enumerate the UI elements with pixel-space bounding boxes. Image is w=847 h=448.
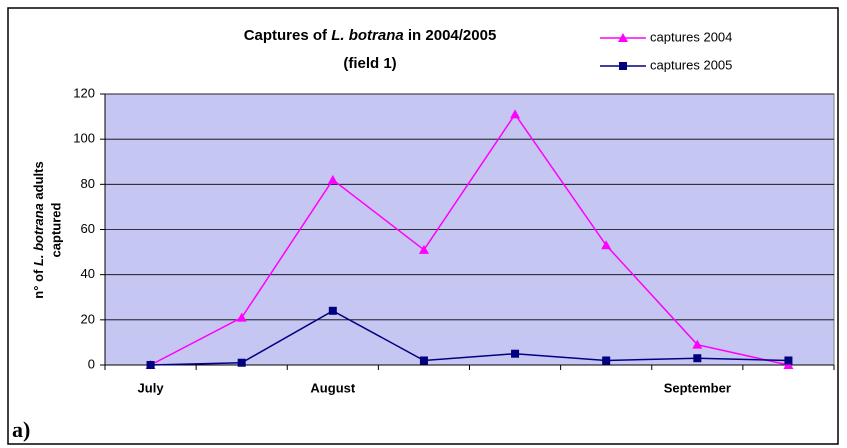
y-tick-label: 40: [81, 266, 95, 281]
marker: [418, 244, 429, 254]
y-tick-label: 80: [81, 176, 95, 191]
chart-subtitle: (field 1): [343, 55, 396, 72]
y-label-part: adults: [31, 161, 46, 203]
y-label-part: L. botrana: [31, 203, 46, 266]
marker: [236, 312, 247, 322]
chart-title: Captures of L. botrana in 2004/2005: [244, 27, 497, 44]
marker: [693, 354, 702, 363]
marker: [601, 240, 612, 250]
marker: [237, 358, 246, 367]
marker: [510, 109, 521, 119]
y-tick-label: 100: [73, 131, 95, 146]
marker: [784, 356, 793, 365]
marker: [419, 356, 428, 365]
legend-label: captures 2004: [650, 29, 732, 44]
marker: [327, 174, 338, 184]
marker: [692, 339, 703, 349]
y-tick-label: 0: [88, 356, 95, 371]
panel-label: a): [12, 417, 30, 442]
y-tick-label: 60: [81, 221, 95, 236]
marker: [602, 356, 611, 365]
series-line: [150, 309, 789, 366]
title-part: Captures of: [244, 27, 332, 44]
marker: [783, 360, 794, 369]
marker: [328, 306, 337, 315]
marker: [511, 349, 520, 358]
x-tick-label: September: [664, 380, 731, 395]
title-part: L. botrana: [331, 27, 404, 44]
title-part: in 2004/2005: [404, 27, 497, 44]
y-axis-label: n° of L. botrana adults: [31, 161, 46, 298]
x-tick-label: August: [310, 380, 355, 395]
y-tick-label: 120: [73, 85, 95, 100]
y-label-part: n° of: [31, 266, 46, 299]
series-line: [150, 112, 789, 366]
y-tick-label: 20: [81, 311, 95, 326]
marker: [619, 62, 627, 70]
marker: [618, 33, 628, 42]
legend-label: captures 2005: [650, 57, 732, 72]
x-tick-label: July: [138, 380, 165, 395]
y-axis-label: captured: [48, 202, 63, 257]
marker: [146, 361, 155, 369]
